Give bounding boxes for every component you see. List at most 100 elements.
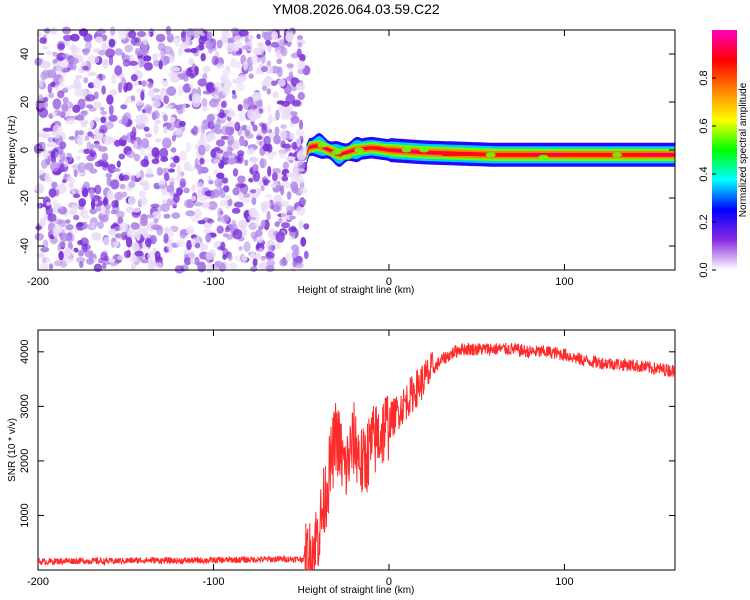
spectrogram-noise-cell <box>89 119 94 129</box>
spectrogram-noise-cell <box>293 172 299 177</box>
spectrogram-noise-cell <box>297 91 305 101</box>
spectrogram-noise-cell <box>146 32 151 37</box>
spectrogram-noise-cell <box>199 35 208 41</box>
spectrogram-y-axis-title: Frequency (Hz) <box>7 116 18 185</box>
spectrogram-noise-cell <box>270 41 280 48</box>
spectrogram-signal-blob <box>538 154 549 160</box>
spectrogram-signal-peak <box>367 146 382 150</box>
spectrogram-noise-cell <box>78 66 83 74</box>
spectrogram-noise-cell <box>78 198 86 207</box>
spectrogram-noise-cell <box>36 252 45 258</box>
spectrogram-noise-cell <box>52 59 58 64</box>
spectrogram-noise-cell <box>109 228 116 235</box>
spectrogram-noise-cell <box>75 74 83 80</box>
spectrogram-noise-cell <box>278 217 283 224</box>
spectrogram-noise-cell <box>227 134 235 146</box>
spectrogram-noise-cell <box>128 181 136 189</box>
spectrogram-noise-cell <box>176 164 182 175</box>
spectrogram-noise-cell <box>100 110 108 116</box>
spectrogram-noise-cell <box>81 119 89 126</box>
spectrogram-noise-cell <box>248 34 254 41</box>
spectrogram-noise-cell <box>266 211 271 221</box>
spectrogram-noise-cell <box>100 116 107 124</box>
spectrogram-noise-cell <box>41 159 48 169</box>
spectrogram-noise-cell <box>256 98 263 110</box>
spectrogram-noise-cell <box>108 104 114 116</box>
spectrogram-noise-cell <box>46 201 51 207</box>
spectrogram-noise-cell <box>81 61 87 68</box>
spectrogram-noise-cell <box>208 180 214 185</box>
spectrogram-noise-cell <box>260 65 268 73</box>
spectrogram-noise-cell <box>154 150 160 161</box>
spectrogram-noise-cell <box>196 182 204 192</box>
spectrogram-noise-cell <box>216 39 223 49</box>
spectrogram-noise-cell <box>52 124 60 136</box>
colorbar-tick-label: 0.4 <box>698 166 710 181</box>
spectrogram-noise-cell <box>56 202 63 210</box>
spectrogram-noise-cell <box>252 124 258 132</box>
spectrogram-noise-cell <box>45 205 53 216</box>
spectrogram-noise-cell <box>237 175 246 184</box>
x-tick-label: -200 <box>27 576 49 588</box>
spectrogram-noise-cell <box>213 81 223 90</box>
spectrogram-noise-cell <box>49 263 54 270</box>
colorbar-tick-label: 0.8 <box>698 70 710 85</box>
spectrogram-noise-cell <box>272 151 277 156</box>
spectrogram-noise-cell <box>233 35 242 42</box>
spectrogram-noise-cell <box>84 162 94 171</box>
spectrogram-noise-cell <box>280 46 288 57</box>
spectrogram-noise-cell <box>291 141 298 150</box>
spectrogram-noise-cell <box>127 195 136 206</box>
spectrogram-noise-cell <box>155 33 166 43</box>
spectrogram-noise-cell <box>279 150 286 159</box>
spectrogram-noise-cell <box>70 62 77 71</box>
spectrogram-noise-cell <box>191 93 201 104</box>
spectrogram-noise-cell <box>114 48 123 56</box>
spectrogram-noise-cell <box>281 180 291 189</box>
spectrogram-noise-cell <box>223 185 230 193</box>
spectrogram-noise-cell <box>281 109 290 119</box>
spectrogram-noise-cell <box>86 141 92 152</box>
spectrogram-noise-cell <box>268 245 275 253</box>
spectrogram-noise-cell <box>82 214 91 220</box>
spectrogram-noise-cell <box>150 203 160 209</box>
spectrogram-noise-cell <box>193 256 200 266</box>
spectrogram-noise-cell <box>248 73 254 79</box>
spectrogram-noise-cell <box>247 109 257 120</box>
spectrogram-signal-blob <box>401 147 412 153</box>
spectrogram-noise-cell <box>266 88 272 95</box>
spectrogram-noise-cell <box>278 39 286 49</box>
spectrogram-noise-cell <box>95 36 103 44</box>
spectrogram-noise-cell <box>200 53 206 62</box>
colorbar-tick-label: 0.6 <box>698 118 710 133</box>
spectrogram-noise-cell <box>238 73 247 83</box>
spectrogram-noise-cell <box>58 250 64 261</box>
spectrogram-noise-cell <box>174 118 183 129</box>
spectrogram-noise-cell <box>76 256 86 263</box>
spectrogram-noise-cell <box>146 214 155 219</box>
spectrogram-noise-cell <box>160 203 170 212</box>
spectrogram-noise-cell <box>78 149 85 154</box>
spectrogram-noise-cell <box>140 259 149 264</box>
spectrogram-noise-cell <box>114 233 122 239</box>
spectrogram-noise-cell <box>38 107 49 119</box>
spectrogram-noise-cell <box>73 214 80 221</box>
spectrogram-noise-cell <box>243 241 251 252</box>
spectrogram-noise-cell <box>272 91 279 99</box>
spectrogram-noise-cell <box>86 258 94 265</box>
spectrogram-noise-cell <box>125 206 134 213</box>
spectrogram-noise-cell <box>265 39 271 46</box>
spectrogram-noise-cell <box>53 260 63 267</box>
spectrogram-noise-cell <box>87 71 97 77</box>
spectrogram-noise-cell <box>298 220 305 229</box>
spectrogram-noise-cell <box>171 212 181 219</box>
spectrogram-noise-cell <box>234 121 241 132</box>
spectrogram-noise-cell <box>90 222 96 229</box>
spectrogram-noise-cell <box>104 203 112 210</box>
spectrogram-noise-cell <box>285 32 294 43</box>
spectrogram-noise-cell <box>166 198 172 207</box>
spectrogram-noise-cell <box>81 243 91 251</box>
spectrogram-noise-cell <box>220 125 231 136</box>
spectrogram-noise-cell <box>256 135 263 141</box>
